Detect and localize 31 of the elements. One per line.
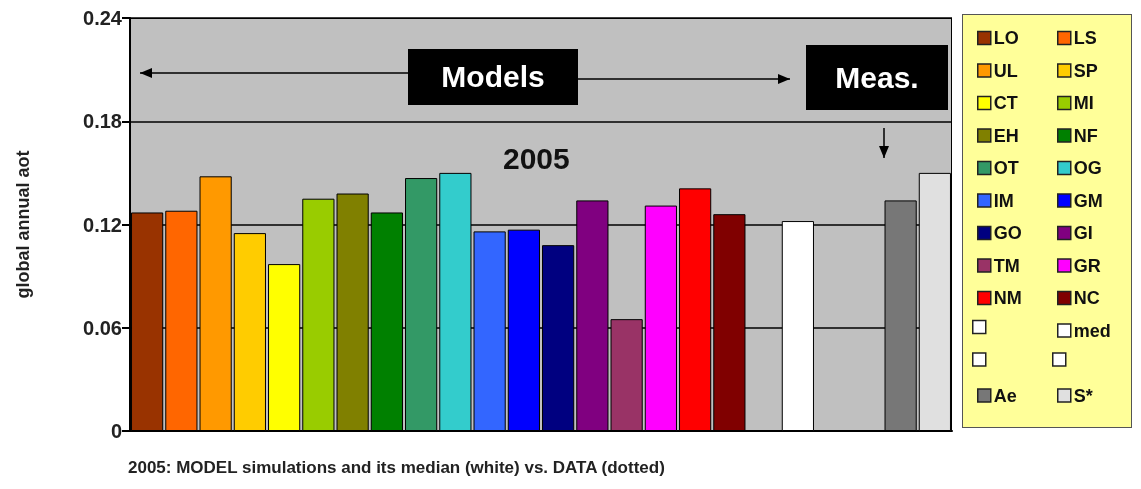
legend-label: TM — [993, 255, 1020, 276]
y-tick-label: 0.12 — [83, 213, 122, 236]
legend-label: S* — [1073, 385, 1093, 406]
legend-label: SP — [1073, 60, 1098, 81]
legend-label: LO — [993, 28, 1019, 48]
legend-label: med — [1073, 320, 1111, 341]
legend-label: CT — [993, 93, 1018, 113]
legend-label: NM — [993, 288, 1022, 308]
y-tick-label: 0.06 — [83, 316, 122, 339]
y-tick-label: 0.18 — [83, 110, 122, 133]
legend-label: GM — [1073, 190, 1103, 211]
legend-label: GO — [993, 223, 1022, 243]
legend-label: GI — [1073, 223, 1093, 243]
annotation: Models — [408, 49, 578, 105]
legend-label: EH — [993, 125, 1019, 146]
y-tick-label: 0 — [110, 420, 122, 442]
legend-label: NC — [1073, 288, 1100, 308]
legend-label: GR — [1073, 255, 1101, 276]
y-tick-label: 0.24 — [83, 7, 123, 29]
x-axis-title: 2005: MODEL simulations and its median (white) vs. DATA (dotted) — [127, 458, 666, 478]
legend-label: IM — [993, 190, 1014, 211]
annotation: 2005 — [503, 142, 571, 177]
legend-label: LS — [1073, 28, 1097, 48]
legend-label: MI — [1073, 93, 1094, 113]
annotation: Meas. — [806, 45, 948, 110]
legend-label: OT — [993, 158, 1019, 178]
y-axis-title: global annual aot — [13, 150, 33, 299]
legend-label: UL — [993, 60, 1018, 81]
legend-label: Ae — [993, 385, 1017, 406]
legend-label: NF — [1073, 125, 1098, 146]
legend-label: OG — [1073, 158, 1102, 178]
